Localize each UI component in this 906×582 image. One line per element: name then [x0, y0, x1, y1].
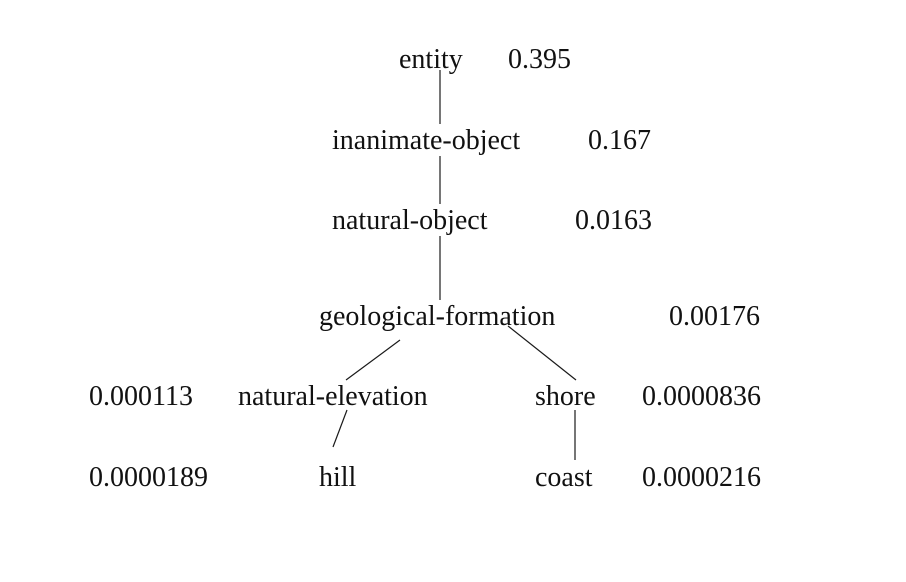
node-value-natural-object: 0.0163: [575, 205, 652, 236]
node-label-natural-elevation: natural-elevation: [238, 381, 428, 412]
node-value-shore: 0.0000836: [642, 381, 761, 412]
node-value-coast: 0.0000216: [642, 462, 761, 493]
node-label-hill: hill: [319, 462, 357, 493]
node-value-inanimate-object: 0.167: [588, 125, 651, 156]
node-label-natural-object: natural-object: [332, 205, 488, 236]
node-value-hill: 0.0000189: [89, 462, 208, 493]
node-label-inanimate-object: inanimate-object: [332, 125, 521, 156]
node-value-natural-elevation: 0.000113: [89, 381, 193, 412]
node-value-entity: 0.395: [508, 44, 571, 75]
node-label-shore: shore: [535, 381, 596, 412]
node-value-geological-formation: 0.00176: [669, 301, 760, 332]
edge-geological-formation-shore: [507, 325, 577, 381]
node-label-coast: coast: [535, 462, 593, 493]
edge-geological-formation-natural-elevation: [345, 339, 401, 381]
edge-natural-elevation-hill: [332, 409, 348, 448]
node-label-entity: entity: [399, 44, 463, 75]
node-label-geological-formation: geological-formation: [319, 301, 556, 332]
